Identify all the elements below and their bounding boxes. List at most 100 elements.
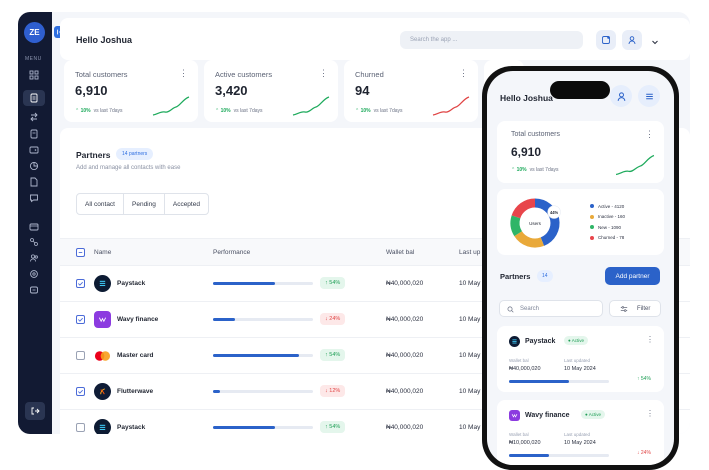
donut-center-label: Users [529,221,542,226]
settings-icon[interactable] [27,268,41,280]
select-all-checkbox[interactable] [76,248,85,257]
stat-label: Total customers [75,70,128,79]
filter-tabs: All contact Pending Accepted [76,193,209,215]
logout-icon[interactable] [25,402,45,420]
column-name[interactable]: Name [94,249,112,256]
user-icon[interactable] [622,30,642,50]
change-badge: ↓ 12% [320,385,346,397]
phone-menu-icon[interactable] [638,85,660,107]
performance-bar [213,426,313,429]
row-checkbox[interactable] [76,387,85,396]
support-icon[interactable] [27,284,41,296]
notification-icon[interactable] [596,30,616,50]
add-partner-button[interactable]: Add partner [605,267,660,285]
more-icon[interactable]: ⋮ [646,409,654,418]
more-icon[interactable]: ⋮ [459,68,468,78]
grid-icon[interactable] [27,69,41,81]
stat-card-total-customers: Total customers ⋮ 6,910 ⌃ 10% vs last 7da… [64,60,198,122]
table-row[interactable]: Flutterwave ↓ 12% ₦40,000,020 10 May [60,374,690,410]
partner-name: Flutterwave [117,388,154,395]
flutterwave-logo [94,383,111,400]
partner-name: Paystack [117,424,146,431]
performance-bar [213,354,313,357]
change-badge: ↑ 54% [320,421,346,433]
search-input[interactable]: Search the app ... [400,31,583,49]
phone-user-icon[interactable] [610,85,632,107]
column-performance[interactable]: Performance [213,249,251,256]
stat-value: 3,420 [215,83,248,98]
status-badge: ● Active [564,336,588,345]
row-checkbox[interactable] [76,315,85,324]
stat-card-churned: Churned ⋮ 94 ⌃ 10% vs last 7days [344,60,478,122]
phone-filter-button[interactable]: Filter [609,300,661,317]
partner-card[interactable]: Paystack ● Active ⋮ Wallet bal ₦40,000,0… [497,326,664,392]
status-badge: ● Active [581,410,605,419]
sparkline-chart [432,96,470,116]
legend-label: Inactive [598,214,614,220]
wallet-icon[interactable] [27,144,41,156]
phone-stat-value: 6,910 [511,145,542,159]
stat-card-active-customers: Active customers ⋮ 3,420 ⌃ 10% vs last 7d… [204,60,338,122]
performance-bar [213,390,313,393]
change-value: 54% [329,280,341,286]
row-checkbox[interactable] [76,279,85,288]
column-wallet[interactable]: Wallet bal [386,249,415,256]
table-row[interactable]: Paystack ↑ 54% ₦40,000,020 10 May [60,410,690,434]
change-value: 24% [329,316,341,322]
donut-segment-active [534,198,560,246]
last-updated: 10 May [459,280,481,287]
donut-callout: 44% [550,210,559,215]
more-icon[interactable]: ⋮ [319,68,328,78]
updated-label: Last updated [564,358,591,363]
sparkline-chart [615,154,655,176]
stat-label: Active customers [215,70,273,79]
partners-count-badge: 14 partners [116,148,154,160]
wallet-balance: ₦40,000,020 [386,352,424,359]
column-last-updated[interactable]: Last up [459,249,481,256]
change-badge: ↓ 24% [320,313,346,325]
donut-legend: Active - 4120 Inactive - 160 New - 1090 … [590,201,625,243]
more-icon[interactable]: ⋮ [646,335,654,344]
donut-segment-inactive [514,230,545,248]
more-icon[interactable]: ⋮ [179,68,188,78]
performance-bar [213,318,313,321]
tab-accepted[interactable]: Accepted [172,201,200,208]
nodes-icon[interactable] [27,236,41,248]
table-row[interactable]: Wavy finance ↓ 24% ₦40,000,020 10 May [60,302,690,338]
table-row[interactable]: Master card ↑ 54% ₦40,000,020 10 May [60,338,690,374]
file-icon[interactable] [27,176,41,188]
card-icon[interactable] [27,221,41,233]
users-icon[interactable] [27,252,41,264]
avatar[interactable]: ZE [24,22,45,43]
row-checkbox[interactable] [76,423,85,432]
tab-pending[interactable]: Pending [124,194,165,214]
chart-icon[interactable] [27,160,41,172]
message-icon[interactable] [27,192,41,204]
status-label: Active [571,338,584,343]
legend-value: 4120 [614,203,625,209]
receipt-icon[interactable] [27,128,41,140]
legend-value: 78 [619,235,625,241]
chevron-down-icon[interactable] [650,34,662,46]
wallet-balance: ₦10,000,020 [509,440,541,446]
legend-label: Churned [598,235,616,241]
last-updated: 10 May [459,352,481,359]
wavy-finance-logo [94,311,111,328]
document-icon[interactable] [23,90,45,106]
sidebar: ZE MENU [18,12,52,434]
phone-search-input[interactable]: Search [499,300,603,317]
users-donut-chart: Users 44% [510,198,561,248]
wavy-finance-logo [509,410,520,421]
legend-label: Active [598,203,611,209]
more-icon[interactable]: ⋮ [645,129,654,139]
table-row[interactable]: Paystack ↑ 54% ₦40,000,020 10 May [60,266,690,302]
users-donut-card: Users 44% Active - 4120 Inactive - 160 N… [497,189,664,255]
change-badge: ↑ 54% [320,349,346,361]
transfer-icon[interactable] [27,111,41,123]
phone-partners-title: Partners [500,272,531,281]
tab-all-contact[interactable]: All contact [77,194,124,214]
filter-label: Filter [637,306,651,312]
row-checkbox[interactable] [76,351,85,360]
updated-label: Last updated [564,432,591,437]
partner-card[interactable]: Wavy finance ● Active ⋮ Wallet bal ₦10,0… [497,400,664,465]
